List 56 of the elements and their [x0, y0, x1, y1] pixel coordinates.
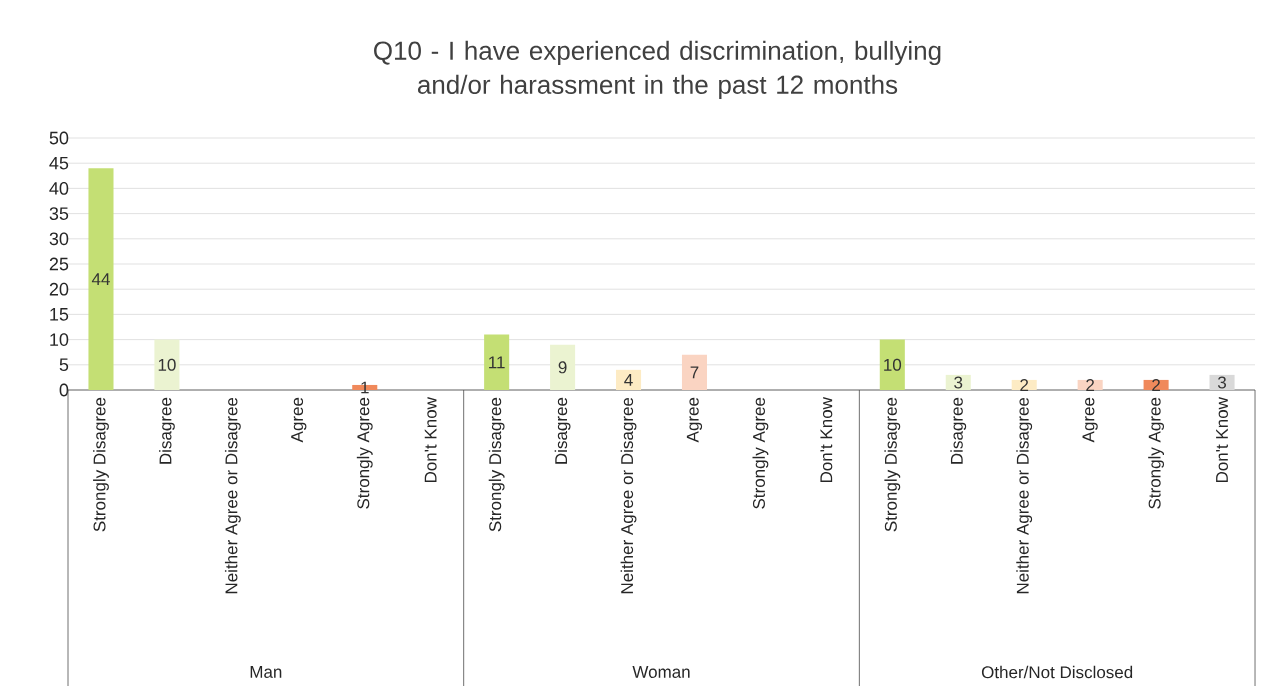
- bar: [1011, 379, 1037, 390]
- x-tick-label: Strongly Agree: [356, 397, 373, 509]
- x-tick-label: Neither Agree or Disagree: [620, 397, 637, 594]
- bar: [154, 339, 180, 390]
- data-label: 4: [624, 374, 633, 386]
- data-label: 44: [91, 273, 110, 285]
- y-tick-label: 15: [50, 308, 69, 321]
- x-tick-label: Don't Know: [1216, 397, 1228, 483]
- data-label: 3: [954, 376, 963, 389]
- bar: [88, 168, 114, 390]
- y-tick-label: 35: [49, 207, 69, 220]
- y-tick-label: 0: [59, 383, 69, 397]
- x-tick-label: Strongly Disagree: [884, 397, 901, 532]
- x-tick-label: Strongly Disagree: [488, 397, 505, 532]
- data-label: 7: [690, 366, 699, 379]
- y-tick-label: 25: [49, 257, 69, 271]
- text: Man: [250, 666, 282, 678]
- bar: [1143, 379, 1169, 390]
- data-label: 10: [884, 358, 902, 371]
- bar: [550, 344, 576, 390]
- x-tick-label: Strongly Agree: [752, 397, 769, 509]
- y-tick-label: 10: [50, 333, 69, 346]
- bar: [681, 354, 708, 390]
- data-label: 10: [158, 358, 176, 371]
- x-tick-label: Disagree: [950, 397, 967, 464]
- x-tick-label: Neither Agree or Disagree: [1016, 397, 1033, 594]
- x-tick-label: Agree: [291, 397, 307, 443]
- bar: [879, 339, 905, 390]
- x-tick-label: Don't Know: [424, 397, 437, 483]
- bar: [616, 369, 642, 390]
- x-tick-label: Neither Agree or Disagree: [224, 397, 241, 594]
- y-tick-label: 45: [49, 156, 69, 170]
- bar: [484, 334, 510, 390]
- y-tick-label: 20: [49, 282, 69, 296]
- x-tick-label: Strongly Agree: [1148, 397, 1165, 509]
- y-tick-label: 30: [49, 232, 69, 246]
- x-tick-label: Agree: [1082, 397, 1098, 443]
- x-tick-label: Strongly Disagree: [93, 397, 109, 532]
- y-tick-label: 40: [49, 182, 69, 195]
- data-label: 9: [558, 361, 567, 374]
- text: Woman: [632, 666, 690, 678]
- data-label: 2: [1020, 379, 1029, 391]
- text: Other/Not Disclosed: [981, 665, 1133, 679]
- x-tick-label: Agree: [686, 397, 703, 443]
- data-label: 2: [1086, 379, 1095, 391]
- data-label: 1: [361, 381, 369, 394]
- chart-title: Q10 - I have experienced discrimination, bullying and/or harassment in the past 12 months: [374, 40, 941, 100]
- x-tick-label: Disagree: [554, 397, 571, 464]
- data-label: 3: [1217, 376, 1227, 389]
- data-label: 2: [1152, 379, 1160, 391]
- x-tick-label: Don't Know: [820, 397, 833, 483]
- y-tick-label: 5: [59, 358, 69, 372]
- y-tick-label: 50: [49, 131, 69, 145]
- bar: [945, 374, 971, 390]
- data-label: 11: [489, 356, 505, 369]
- x-tick-label: Disagree: [158, 397, 175, 464]
